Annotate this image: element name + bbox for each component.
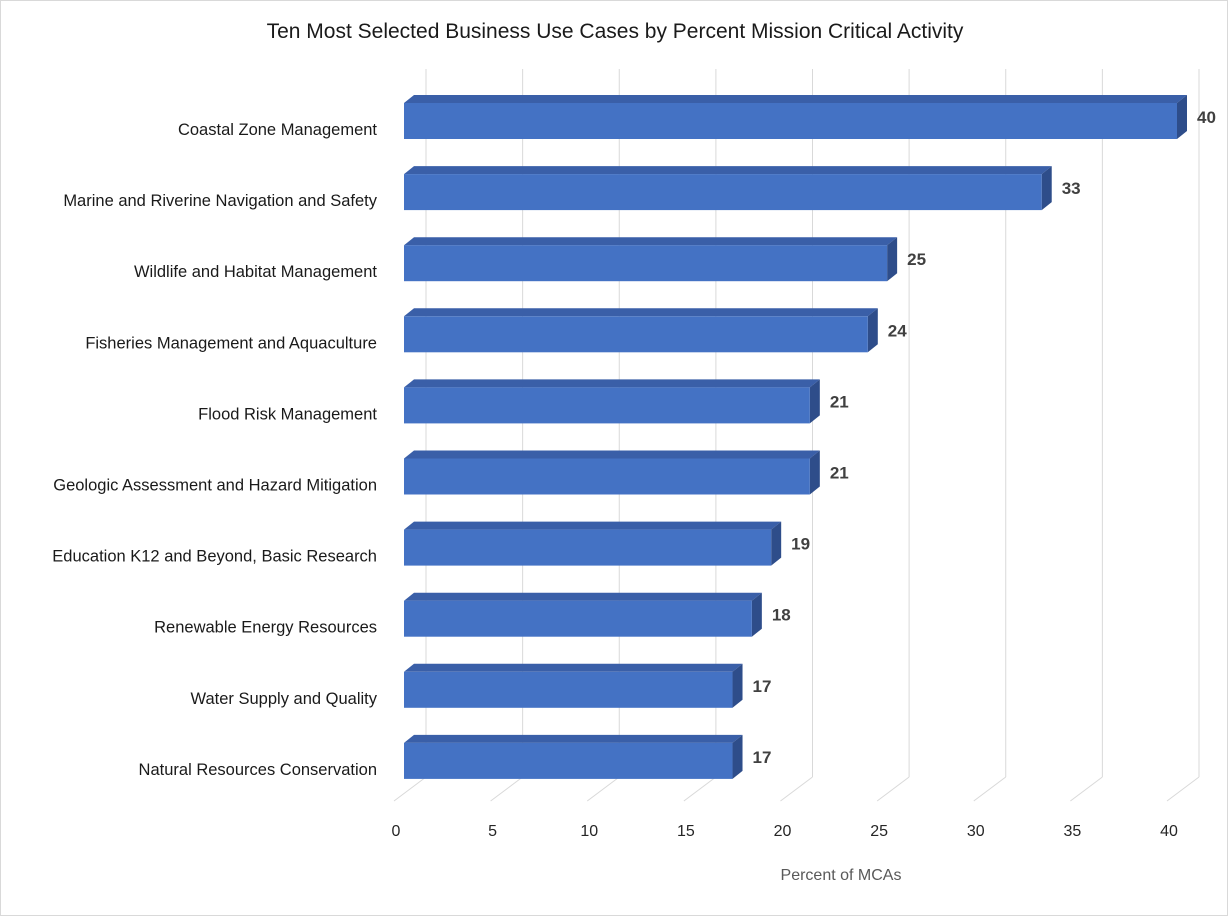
bar-front-face xyxy=(404,529,772,566)
bar-2 xyxy=(404,166,1052,211)
bar-top-face xyxy=(404,95,1187,103)
bar-5 xyxy=(404,379,820,424)
bar-10 xyxy=(404,734,743,779)
bar-side-face xyxy=(732,663,743,708)
chart-title: Ten Most Selected Business Use Cases by … xyxy=(267,20,964,43)
category-labels: Coastal Zone Management Marine and Riveri… xyxy=(52,121,377,779)
x-axis-tick-labels: 0 5 10 15 20 25 30 35 40 xyxy=(392,823,1178,840)
bar-front-face xyxy=(404,742,733,779)
floor-line-0 xyxy=(393,776,427,802)
category-label: Marine and Riverine Navigation and Safet… xyxy=(63,192,377,210)
bar-front-face xyxy=(404,671,733,708)
floor-line-35 xyxy=(1070,776,1103,802)
bar-7 xyxy=(404,521,782,566)
bar-side-face xyxy=(1041,166,1052,211)
bar-front-face xyxy=(404,458,810,495)
floor-line-30 xyxy=(973,776,1007,802)
category-label: Flood Risk Management xyxy=(198,405,377,423)
bar-side-face xyxy=(809,379,820,424)
bar-front-face xyxy=(404,174,1042,211)
floor-line-25 xyxy=(876,776,910,802)
bars xyxy=(404,95,1187,779)
value-label: 17 xyxy=(753,748,772,767)
category-label: Natural Resources Conservation xyxy=(139,761,377,779)
x-tick-label: 15 xyxy=(677,823,695,840)
category-label: Geologic Assessment and Hazard Mitigatio… xyxy=(53,477,377,495)
value-label: 19 xyxy=(791,535,810,554)
bar-front-face xyxy=(404,600,752,637)
bar-top-face xyxy=(404,308,878,317)
value-label: 25 xyxy=(907,250,926,269)
x-tick-label: 25 xyxy=(870,823,888,840)
bar-9 xyxy=(404,663,743,708)
bar-top-face xyxy=(404,379,820,388)
bar-front-face xyxy=(404,387,810,424)
x-tick-label: 35 xyxy=(1063,823,1081,840)
category-label: Education K12 and Beyond, Basic Research xyxy=(52,548,377,566)
value-label: 21 xyxy=(830,464,849,483)
bar-top-face xyxy=(404,450,820,459)
floor-line-40 xyxy=(1166,776,1200,802)
bar-side-face xyxy=(771,521,782,566)
bar-front-face xyxy=(404,103,1177,139)
bar-top-face xyxy=(404,237,898,246)
floor-line-20 xyxy=(780,776,813,802)
category-label: Fisheries Management and Aquaculture xyxy=(85,334,377,352)
bar-front-face xyxy=(404,245,888,282)
category-label: Coastal Zone Management xyxy=(178,121,377,139)
value-label: 33 xyxy=(1062,179,1081,198)
value-label: 40 xyxy=(1197,108,1216,127)
x-tick-label: 5 xyxy=(488,823,497,840)
x-tick-label: 0 xyxy=(392,823,401,840)
bar-side-face xyxy=(732,734,743,779)
bar-side-face xyxy=(751,592,762,637)
value-label: 21 xyxy=(830,392,849,411)
bar-top-face xyxy=(404,521,782,530)
value-label: 24 xyxy=(888,321,907,340)
x-tick-label: 20 xyxy=(774,823,792,840)
bar-side-face xyxy=(1177,95,1187,139)
bar-front-face xyxy=(404,316,868,353)
value-label: 18 xyxy=(772,606,791,625)
floor-line-10 xyxy=(586,776,620,802)
x-tick-label: 10 xyxy=(580,823,598,840)
bar-top-face xyxy=(404,166,1052,175)
bar-4 xyxy=(404,308,878,353)
bar-6 xyxy=(404,450,820,495)
x-tick-label: 40 xyxy=(1160,823,1178,840)
category-label: Wildlife and Habitat Management xyxy=(134,263,377,281)
value-labels: 40 33 25 24 21 21 19 18 17 17 xyxy=(753,108,1216,767)
value-label: 17 xyxy=(753,677,772,696)
bar-3 xyxy=(404,237,898,282)
category-label: Renewable Energy Resources xyxy=(154,619,377,637)
x-tick-label: 30 xyxy=(967,823,985,840)
category-label: Water Supply and Quality xyxy=(191,690,378,708)
floor-line-5 xyxy=(490,776,523,802)
bar-1 xyxy=(404,95,1187,139)
floor-line-15 xyxy=(683,776,717,802)
bar-side-face xyxy=(867,308,878,353)
bar-top-face xyxy=(404,734,743,743)
bar-top-face xyxy=(404,663,743,672)
bar-side-face xyxy=(809,450,820,495)
bar-top-face xyxy=(404,592,762,601)
x-axis-title: Percent of MCAs xyxy=(781,867,902,884)
bar-side-face xyxy=(887,237,898,282)
bar-8 xyxy=(404,592,762,637)
